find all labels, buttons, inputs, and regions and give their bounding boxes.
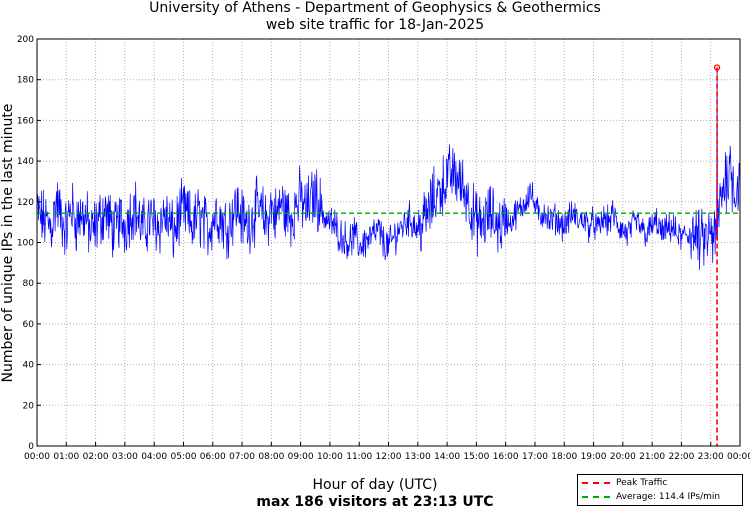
- x-axis-ticks: 00:00 01:00 02:00 03:00 04:00 05:00 06:00 07:00…: [24, 442, 750, 462]
- x-tick-label: 07:00: [229, 452, 255, 462]
- x-tick-label: 16:00: [493, 452, 519, 462]
- overlay-group: [37, 64, 740, 446]
- series-group: [36, 67, 741, 270]
- x-tick-label: 15:00: [463, 452, 489, 462]
- legend-average-swatch: [582, 496, 610, 498]
- x-tick-label: 09:00: [288, 452, 314, 462]
- x-tick-label: 21:00: [639, 452, 665, 462]
- x-tick-label: 14:00: [434, 452, 460, 462]
- chart-title: University of Athens - Department of Geo…: [149, 0, 601, 16]
- x-tick-label: 02:00: [83, 452, 109, 462]
- x-tick-label: 06:00: [200, 452, 226, 462]
- y-tick-label: 120: [17, 198, 34, 208]
- x-tick-label: 00:00: [24, 452, 50, 462]
- y-tick-label: 160: [17, 116, 34, 126]
- legend-average-label: Average: 114.4 IPs/min: [616, 492, 721, 502]
- x-tick-label: 23:00: [698, 452, 724, 462]
- x-tick-label: 11:00: [346, 452, 372, 462]
- x-tick-label: 19:00: [581, 452, 607, 462]
- grid-lines: [37, 39, 740, 446]
- y-tick-label: 40: [23, 361, 35, 371]
- x-tick-label: 00:00: [727, 452, 750, 462]
- x-tick-label: 10:00: [317, 452, 343, 462]
- x-axis-label: Hour of day (UTC): [312, 477, 438, 493]
- x-tick-label: 03:00: [112, 452, 138, 462]
- x-tick-label: 12:00: [376, 452, 402, 462]
- x-tick-label: 05:00: [170, 452, 196, 462]
- traffic-series-line: [36, 67, 741, 270]
- x-tick-label: 18:00: [551, 452, 577, 462]
- chart-subtitle: web site traffic for 18-Jan-2025: [265, 17, 485, 33]
- legend-peak-label: Peak Traffic: [616, 478, 668, 488]
- y-tick-label: 60: [23, 320, 35, 330]
- y-tick-label: 20: [23, 401, 35, 411]
- y-axis-ticks: 0 20 40 60 80 100 120 140 160 180 200: [17, 35, 41, 452]
- x-tick-label: 04:00: [141, 452, 167, 462]
- x-tick-label: 01:00: [53, 452, 79, 462]
- y-axis-label: Number of unique IPs in the last minute: [0, 103, 16, 383]
- y-tick-label: 180: [17, 76, 34, 86]
- legend: Peak Traffic Average: 114.4 IPs/min: [577, 474, 743, 506]
- y-tick-label: 80: [23, 279, 35, 289]
- legend-peak-swatch: [582, 482, 610, 484]
- y-tick-label: 200: [17, 35, 34, 45]
- y-tick-label: 140: [17, 157, 34, 167]
- y-tick-label: 0: [28, 442, 34, 452]
- x-tick-label: 17:00: [522, 452, 548, 462]
- peak-marker: [713, 64, 721, 71]
- peak-caption: max 186 visitors at 23:13 UTC: [256, 494, 494, 510]
- x-tick-label: 08:00: [258, 452, 284, 462]
- x-tick-label: 13:00: [405, 452, 431, 462]
- x-tick-label: 20:00: [610, 452, 636, 462]
- y-tick-label: 100: [17, 239, 34, 249]
- x-tick-label: 22:00: [668, 452, 694, 462]
